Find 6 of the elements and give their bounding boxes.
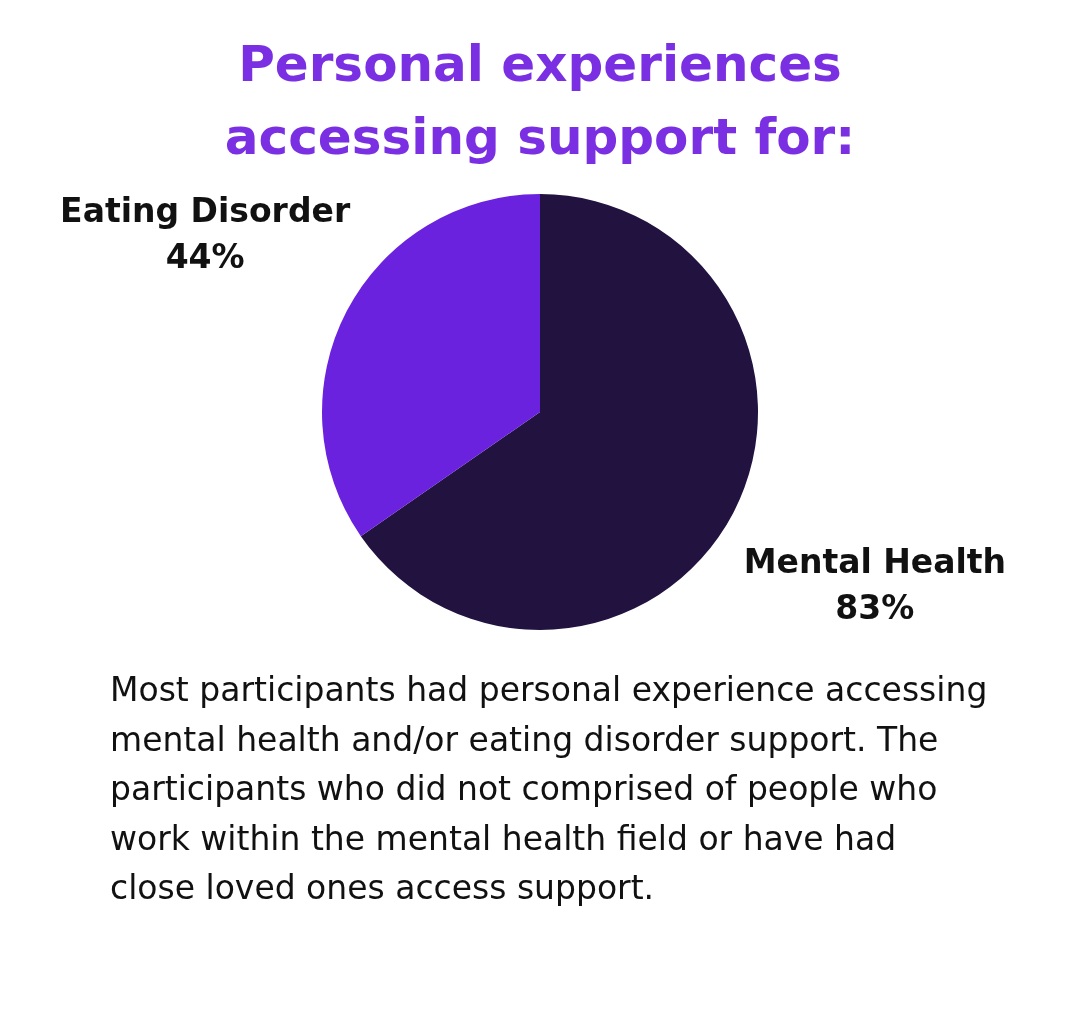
slice-label: Eating Disorder [60,191,351,231]
data-label: 44% [165,237,245,277]
data-label: 83% [835,587,915,627]
text: Most participants had personal experience accessing mental health and/or eating disorder support. The participants who did not comprised of people who work within the mental health field or have had close loved ones access support. [110,669,989,909]
chart-title: Personal experiences accessing support for: [223,34,857,168]
slice-label: Mental Health [743,541,1007,581]
